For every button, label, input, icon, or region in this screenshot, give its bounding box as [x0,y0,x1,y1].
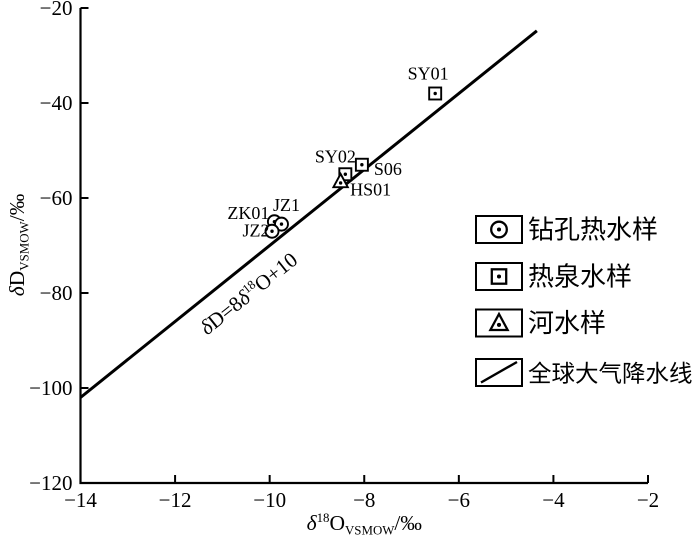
point-label: HS01 [350,179,391,199]
x-axis-label: δ18OVSMOW/‰ [307,511,422,537]
point-label: SY02 [315,146,356,166]
x-tick-label: −14 [64,488,97,512]
marker-square-dot [354,157,369,172]
legend-marker-box [475,358,523,387]
x-tick-label: −12 [159,488,192,512]
point-label: JZ2 [243,220,270,240]
legend-item-square-dot: 热泉水样 [475,262,632,292]
legend-item-label: 河水样 [528,309,606,338]
data-point-SY02: SY02 [315,146,356,182]
marker-square-dot [428,86,443,101]
data-point-SY01: SY01 [408,64,449,101]
point-label: ZK01 [227,203,269,223]
marker-triangle-dot [331,171,350,189]
marker-triangle-dot [488,311,510,332]
gmwl-group: δD=8δ18O+10 [79,29,538,399]
data-point-S06: S06 [354,157,402,179]
x-tick-label: −2 [637,488,659,512]
y-tick-label: −40 [40,91,73,115]
gmwl-line [79,29,538,399]
axes: −14 −12 −10 −8 −6 −4 −2 −20 −40 −60 −80 −100 −120 δ18… [5,0,659,537]
point-label: SY01 [408,64,449,84]
y-tick-label: −100 [29,376,72,400]
legend-marker-box [475,308,523,338]
data-point-HS01: HS01 [331,171,391,199]
y-tick-label: −120 [29,471,72,495]
point-label: S06 [374,159,402,179]
legend-item-circle-dot: 钻孔热水样 [475,215,658,245]
legend-item-label: 全球大气降水线 [528,361,693,388]
x-tick-label: −10 [253,488,286,512]
marker-circle-dot [264,223,280,239]
point-label: JZ1 [273,195,300,215]
x-tick-label: −6 [448,488,470,512]
legend-line-sample [480,360,518,384]
legend-item-label: 钻孔热水样 [528,216,658,245]
x-tick-label: −4 [542,488,565,512]
x-tick-label: −8 [353,488,375,512]
marker-square-dot [490,268,508,285]
data-point-JZ2: JZ2 [243,220,280,240]
y-axis-label: δDVSMOW/‰ [5,194,31,296]
legend-item-label: 热泉水样 [528,263,632,292]
y-tick-label: −20 [40,0,73,20]
legend-marker-box [475,262,523,291]
marker-circle-dot [490,220,508,239]
legend-item-line: 全球大气降水线 [475,358,693,388]
y-tick-label: −80 [40,281,73,305]
y-tick-label: −60 [40,186,73,210]
axis-frame [79,8,648,485]
legend-marker-box [475,215,523,244]
legend-item-triangle-dot: 河水样 [475,308,606,338]
